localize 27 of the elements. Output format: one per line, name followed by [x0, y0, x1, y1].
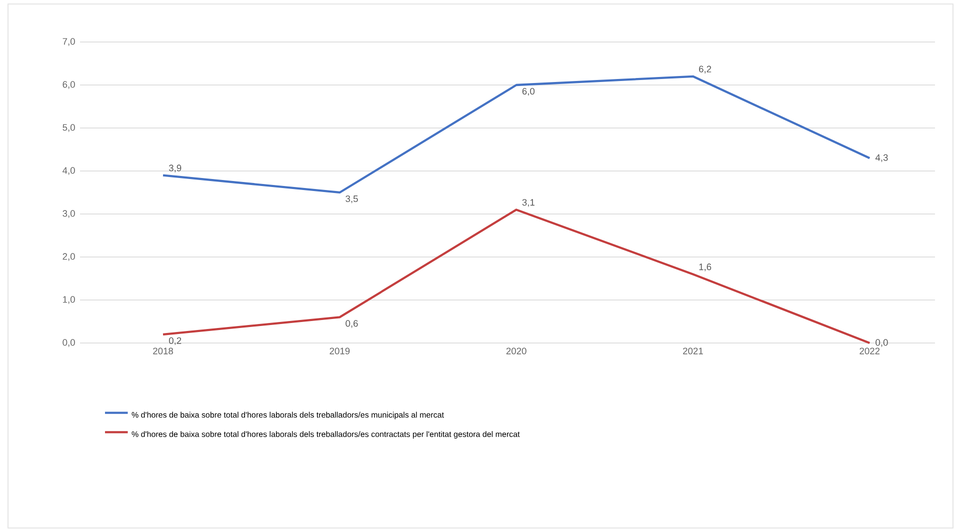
data-label: 0,2 [168, 337, 182, 346]
line-series [162, 208, 871, 344]
y-tick-label: 0,0 [62, 339, 75, 347]
y-tick-label: 4,0 [62, 167, 75, 175]
data-label: 3,5 [346, 195, 358, 204]
legend-label: % d'hores de baixa sobre total d'hores laborals dels treballadors/es municipals al mercat [132, 412, 444, 420]
line-series [162, 75, 871, 194]
x-tick-label: 2020 [506, 348, 526, 354]
x-tick-label: 2022 [860, 348, 880, 354]
y-tick-label: 1,0 [63, 296, 75, 304]
y-tick-label: 7,0 [62, 38, 75, 46]
data-label: 4,3 [875, 154, 888, 162]
data-label: 0,6 [346, 320, 358, 328]
data-label: 0,0 [876, 339, 888, 347]
x-tick-label: 2018 [153, 348, 174, 354]
data-label: 6,2 [699, 66, 712, 74]
x-tick-label: 2019 [330, 348, 350, 354]
y-tick-label: 2,0 [62, 253, 75, 261]
y-tick-label: 5,0 [62, 124, 75, 132]
data-label: 1,6 [699, 264, 712, 272]
data-label: 3,1 [522, 199, 534, 207]
data-label: 6,0 [522, 88, 535, 96]
y-tick-label: 3,0 [62, 210, 75, 218]
x-tick-label: 2021 [683, 348, 703, 354]
legend-label: % d'hores de baixa sobre total d'hores laborals dels treballadors/es contractats per l'entitat gestora del mercat [132, 431, 520, 439]
data-label: 3,9 [168, 164, 182, 172]
y-tick-label: 6,0 [62, 81, 75, 89]
